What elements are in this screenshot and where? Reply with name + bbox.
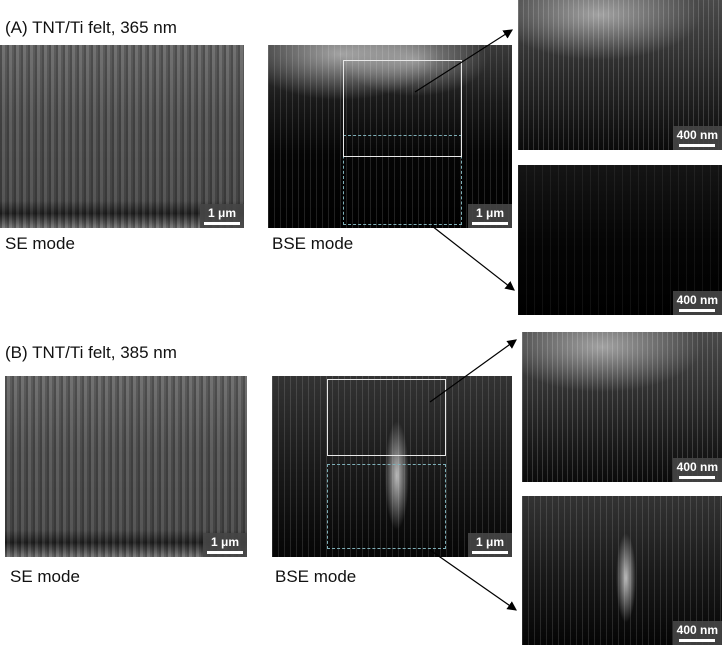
scale-bar: 400 nm bbox=[672, 458, 722, 482]
panel-a-zoom-bottom-image: 400 nm bbox=[518, 165, 722, 315]
scale-bar: 400 nm bbox=[672, 621, 722, 645]
solid-region-box bbox=[343, 60, 462, 157]
panel-a-title: (A) TNT/Ti felt, 365 nm bbox=[5, 18, 177, 37]
scale-bar: 1 μm bbox=[468, 204, 512, 228]
dashed-region-box bbox=[327, 464, 446, 549]
panel-b-bse-label: BSE mode bbox=[275, 567, 357, 586]
scale-bar: 1 μm bbox=[200, 204, 244, 228]
dashed-region-box bbox=[343, 135, 462, 225]
scale-bar: 1 μm bbox=[203, 533, 247, 557]
panel-a-bse-label: BSE mode bbox=[272, 234, 354, 253]
panel-a-zoom-top-image: 400 nm bbox=[518, 0, 722, 150]
arrow bbox=[431, 225, 515, 291]
arrow bbox=[414, 29, 514, 93]
panel-b-bse-image: 1 μm bbox=[272, 376, 512, 557]
panel-a-bse-image: 1 μm bbox=[268, 45, 512, 228]
arrow bbox=[429, 339, 517, 403]
scale-bar: 1 μm bbox=[468, 533, 512, 557]
scale-bar: 400 nm bbox=[672, 126, 722, 150]
panel-b-se-image: 1 μm bbox=[5, 376, 247, 557]
panel-b-zoom-top-image: 400 nm bbox=[522, 332, 722, 482]
solid-region-box bbox=[327, 379, 446, 456]
arrow bbox=[429, 549, 517, 611]
panel-b-title: (B) TNT/Ti felt, 385 nm bbox=[5, 343, 177, 362]
panel-a-se-image: 1 μm bbox=[0, 45, 244, 228]
panel-a-se-label: SE mode bbox=[5, 234, 75, 253]
panel-b-se-label: SE mode bbox=[10, 567, 80, 586]
panel-b-zoom-bottom-image: 400 nm bbox=[522, 496, 722, 645]
scale-bar: 400 nm bbox=[672, 291, 722, 315]
